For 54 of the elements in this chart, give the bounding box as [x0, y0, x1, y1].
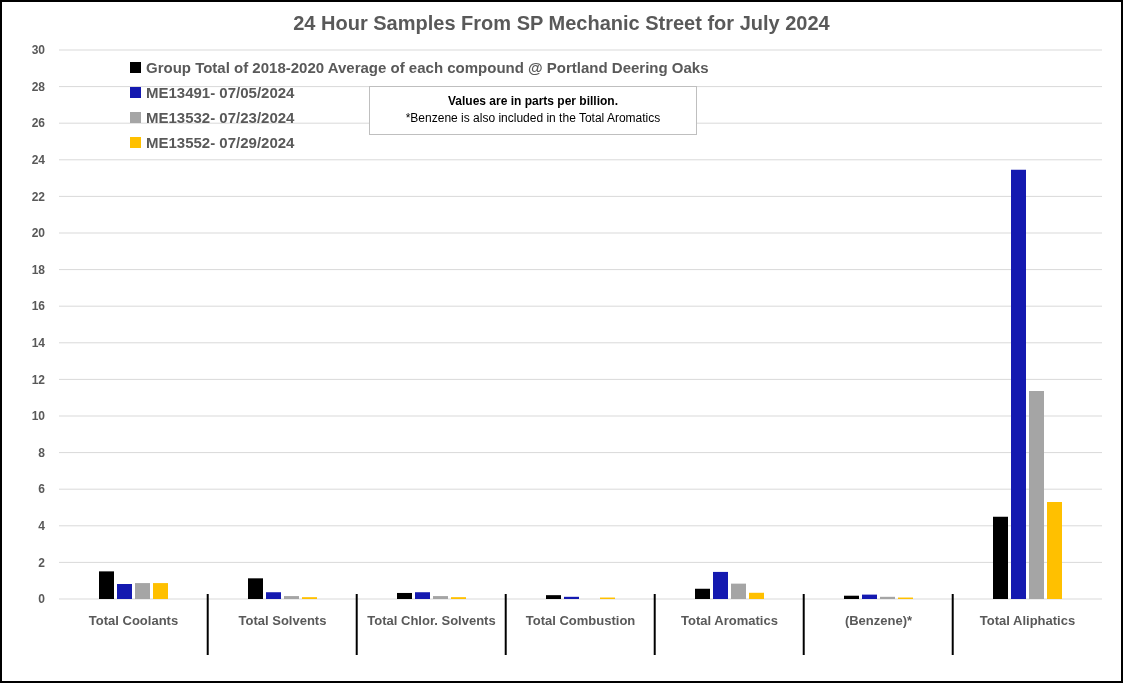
y-tick-label: 22 [31, 189, 46, 204]
bar [713, 571, 728, 599]
y-tick-label: 30 [31, 43, 46, 58]
y-tick-label: 12 [31, 372, 46, 387]
legend-label: Group Total of 2018-2020 Average of each compound @ Portland Deering Oaks [146, 58, 709, 77]
y-tick-label: 4 [38, 519, 46, 534]
bar [153, 583, 168, 599]
bar [695, 588, 710, 599]
y-tick-label: 20 [31, 226, 46, 241]
chart-title: 24 Hour Samples From SP Mechanic Street for July 2024 [292, 12, 831, 35]
x-tick-label: Total Chlor. Solvents [367, 613, 496, 628]
bar [731, 583, 746, 599]
bar [844, 595, 859, 599]
y-tick-label: 0 [38, 592, 46, 607]
bar [433, 596, 448, 599]
bar [135, 583, 150, 599]
bar [993, 516, 1008, 599]
y-tick-label: 18 [31, 262, 46, 277]
y-tick-label: 2 [38, 555, 46, 570]
x-tick-label: Total Combustion [525, 613, 636, 628]
x-tick-label: Total Aromatics [681, 613, 778, 628]
legend-label: ME13532- 07/23/2024 [146, 108, 295, 127]
y-tick-label: 24 [31, 153, 46, 168]
bar [266, 592, 281, 599]
bar [415, 592, 430, 599]
x-tick-label: Total Solvents [238, 613, 327, 628]
bar [397, 592, 412, 599]
x-tick-label: (Benzene)* [844, 613, 914, 628]
y-tick-label: 26 [31, 116, 46, 131]
y-tick-label: 14 [31, 336, 46, 351]
bar [117, 583, 132, 599]
y-tick-label: 10 [31, 409, 46, 424]
bar [862, 594, 877, 599]
bar [1011, 169, 1026, 599]
y-tick-label: 6 [38, 482, 46, 497]
x-tick-label: Total Coolants [88, 613, 179, 628]
bar [284, 596, 299, 599]
legend-label: ME13552- 07/29/2024 [146, 133, 295, 152]
bar [1029, 390, 1044, 599]
y-tick-label: 16 [31, 299, 46, 314]
x-tick-label: Total Aliphatics [979, 613, 1076, 628]
y-tick-label: 8 [38, 445, 46, 460]
note-box: Values are in parts per billion. *Benzene is also included in the Total Aromatics [369, 86, 697, 135]
bar [564, 596, 579, 599]
bar [248, 578, 263, 599]
annotation: Values are in parts per billion. [446, 93, 620, 110]
bar [99, 571, 114, 599]
bar [749, 592, 764, 599]
bar [546, 595, 561, 599]
bar [880, 596, 895, 599]
legend-label: ME13491- 07/05/2024 [146, 83, 295, 102]
y-tick-label: 28 [31, 79, 46, 94]
bar [1047, 502, 1062, 599]
annotation: *Benzene is also included in the Total Aromatics [404, 110, 662, 127]
